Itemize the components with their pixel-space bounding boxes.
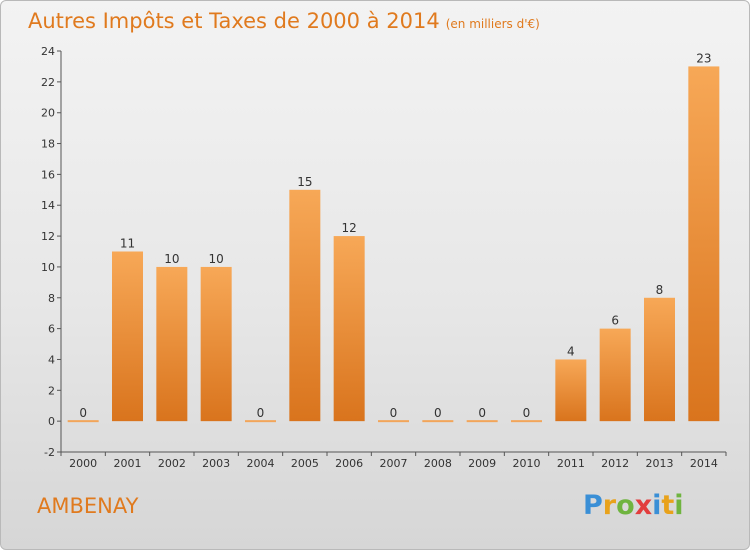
bar (200, 266, 232, 422)
y-tick-label: -2 (44, 446, 55, 459)
data-label: 0 (257, 406, 265, 420)
x-tick-label: 2004 (247, 457, 275, 470)
data-label: 8 (656, 283, 664, 297)
bar (378, 420, 409, 423)
x-tick-label: 2000 (69, 457, 97, 470)
logo-letter: i (652, 490, 662, 521)
y-tick-label: 10 (41, 261, 55, 274)
data-label: 0 (523, 406, 531, 420)
chart-unit: (en milliers d'€) (445, 17, 540, 31)
y-tick-label: 20 (41, 107, 55, 120)
y-tick-label: 24 (41, 45, 55, 58)
bar (333, 236, 365, 422)
commune-name: AMBENAY (37, 494, 139, 518)
y-tick-label: 2 (48, 384, 55, 397)
proxiti-logo[interactable]: Proxiti (583, 490, 684, 521)
y-tick-label: 12 (41, 230, 55, 243)
data-label: 0 (478, 406, 486, 420)
data-label: 6 (611, 314, 619, 328)
x-tick-label: 2001 (114, 457, 142, 470)
x-tick-label: 2006 (335, 457, 363, 470)
data-label: 15 (297, 175, 312, 189)
y-tick-label: 22 (41, 76, 55, 89)
data-label: 10 (209, 252, 224, 266)
bar (688, 66, 720, 422)
logo-letter: i (674, 490, 684, 521)
x-tick-label: 2010 (513, 457, 541, 470)
x-tick-label: 2007 (380, 457, 408, 470)
bar (112, 251, 143, 422)
bar (555, 359, 587, 422)
y-tick-label: 0 (48, 415, 55, 428)
y-tick-label: 14 (41, 199, 55, 212)
bar (245, 420, 276, 423)
y-tick-label: 16 (41, 168, 55, 181)
data-label: 12 (342, 221, 357, 235)
logo-letter: o (616, 490, 635, 521)
data-label: 0 (79, 406, 87, 420)
data-label: 11 (120, 237, 135, 251)
x-tick-label: 2012 (601, 457, 629, 470)
x-tick-label: 2002 (158, 457, 186, 470)
y-tick-label: 8 (48, 292, 55, 305)
x-tick-label: 2005 (291, 457, 319, 470)
y-tick-label: 18 (41, 138, 55, 151)
bar (599, 328, 631, 422)
y-tick-label: 6 (48, 323, 55, 336)
logo-letter: P (583, 490, 603, 521)
chart-title-text: Autres Impôts et Taxes de 2000 à 2014 (28, 9, 440, 33)
data-label: 23 (696, 51, 711, 65)
logo-letter: x (634, 490, 653, 521)
x-tick-label: 2013 (646, 457, 674, 470)
chart-title: Autres Impôts et Taxes de 2000 à 2014 (en… (28, 9, 540, 33)
x-tick-label: 2008 (424, 457, 452, 470)
logo-letter: r (602, 490, 617, 521)
bar (422, 420, 454, 423)
data-label: 0 (434, 406, 442, 420)
bar (644, 297, 675, 422)
data-label: 4 (567, 344, 575, 358)
x-tick-label: 2011 (557, 457, 585, 470)
x-tick-label: 2009 (468, 457, 496, 470)
bar (511, 420, 542, 423)
data-label: 10 (164, 252, 179, 266)
bar (156, 266, 188, 422)
y-tick-label: 4 (48, 353, 55, 366)
data-label: 0 (390, 406, 398, 420)
x-tick-label: 2003 (202, 457, 230, 470)
bar (67, 420, 99, 423)
x-tick-label: 2014 (690, 457, 718, 470)
bar (466, 420, 498, 423)
bar (289, 189, 321, 422)
logo-letter: t (661, 490, 675, 521)
